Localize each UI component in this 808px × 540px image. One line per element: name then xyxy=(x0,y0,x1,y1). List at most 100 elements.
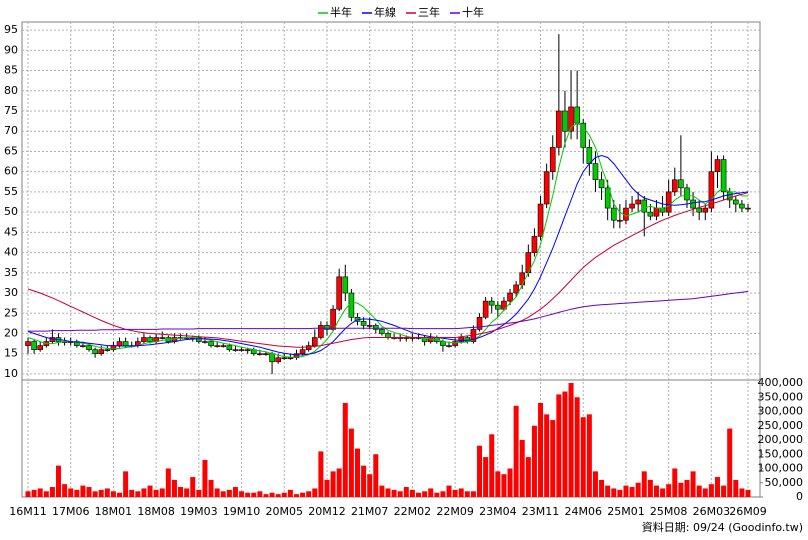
candle-body xyxy=(635,199,641,205)
y-tick-label: 40 xyxy=(4,246,18,259)
x-tick-label: 17M06 xyxy=(52,505,90,518)
candle-body xyxy=(592,163,599,181)
candle-body xyxy=(275,357,281,363)
volume-bar xyxy=(525,457,531,497)
candle-body xyxy=(641,199,648,213)
volume-bar xyxy=(544,414,550,497)
volume-bar xyxy=(153,489,159,497)
y-tick-label: 65 xyxy=(4,144,18,157)
volume-bar xyxy=(702,488,708,497)
volume-bar xyxy=(239,491,245,497)
x-tick-label: 23M04 xyxy=(479,505,517,518)
candle-body xyxy=(598,179,605,189)
candle-body xyxy=(299,349,306,355)
candle-body xyxy=(678,179,684,189)
volume-bar xyxy=(232,487,238,497)
volume-bar xyxy=(556,394,562,497)
candle-body xyxy=(202,341,208,343)
legend: 半年 年線 三年 十年 xyxy=(318,5,484,19)
volume-bar xyxy=(214,488,220,497)
candle-body xyxy=(196,337,202,342)
volume-bar xyxy=(37,488,43,497)
x-tick-label: 26M09 xyxy=(729,505,767,518)
y2-tick-label: 200,000 xyxy=(758,433,804,446)
candle-body xyxy=(586,147,593,164)
volume-bar xyxy=(629,487,635,497)
candle-body xyxy=(342,276,349,294)
volume-bar xyxy=(617,489,623,497)
volume-bar xyxy=(714,477,720,497)
volume-bar xyxy=(440,491,446,497)
y-tick-label: 30 xyxy=(4,286,18,299)
candle-body xyxy=(281,357,288,360)
y2-tick-label: 350,000 xyxy=(758,390,804,403)
volume-bar xyxy=(495,471,501,497)
legend-label: 年線 xyxy=(374,5,396,19)
y-tick-label: 70 xyxy=(4,124,18,137)
candle-body xyxy=(458,337,465,342)
volume-bar xyxy=(92,491,98,497)
candle-body xyxy=(452,341,458,346)
ma-line xyxy=(27,154,749,356)
volume-bar xyxy=(599,479,605,497)
volume-bar xyxy=(336,468,342,497)
volume-bar xyxy=(745,489,751,497)
volume-bar xyxy=(507,468,513,497)
volume-bar xyxy=(452,489,458,497)
y-tick-label: 45 xyxy=(4,225,18,238)
volume-bar xyxy=(708,484,714,497)
volume-bar xyxy=(202,459,208,497)
y-tick-label: 10 xyxy=(4,367,18,380)
volume-bar xyxy=(385,488,391,497)
y2-tick-label: 250,000 xyxy=(758,419,804,432)
x-tick-label: 20M05 xyxy=(266,505,304,518)
x-tick-label: 21M07 xyxy=(351,505,389,518)
x-tick-label: 22M02 xyxy=(394,505,432,518)
candle-body xyxy=(372,325,379,330)
candle-body xyxy=(482,300,489,318)
volume-bar xyxy=(727,428,733,497)
volume-bar xyxy=(367,474,373,497)
volume-bar xyxy=(245,492,251,497)
candle-body xyxy=(214,345,220,347)
candle-body xyxy=(318,325,324,338)
candle-body xyxy=(244,349,251,351)
candle-body xyxy=(531,236,538,253)
candle-body xyxy=(543,171,550,205)
candle-body xyxy=(556,110,562,148)
volume-bar xyxy=(592,471,598,497)
volume-bar xyxy=(178,487,184,497)
volume-bar xyxy=(422,491,428,497)
candle-body xyxy=(568,106,574,132)
x-tick-label: 23M11 xyxy=(522,505,560,518)
volume-bar xyxy=(318,451,324,497)
candle-body xyxy=(488,300,495,306)
volume-bar xyxy=(672,468,678,497)
volume-bar xyxy=(550,420,556,497)
volume-bar xyxy=(483,457,489,497)
candle-body xyxy=(574,106,580,124)
volume-bar xyxy=(300,492,306,497)
volume-bar xyxy=(684,479,690,497)
x-tick-label: 22M09 xyxy=(436,505,474,518)
candle-body xyxy=(684,187,690,201)
y-tick-label: 95 xyxy=(4,23,18,36)
candle-body xyxy=(476,316,483,330)
volume-bar xyxy=(74,489,80,497)
candle-body xyxy=(49,337,56,342)
volume-bar xyxy=(25,491,31,497)
candle-body xyxy=(104,349,111,351)
volume-bar xyxy=(56,465,62,497)
candle-body xyxy=(37,345,44,350)
volume-bar xyxy=(373,454,379,497)
candle-body xyxy=(745,207,751,210)
candle-body xyxy=(305,345,312,350)
candle-body xyxy=(220,345,227,347)
volume-bar xyxy=(666,484,672,497)
volume-bar xyxy=(165,468,171,497)
ma-line xyxy=(27,192,749,348)
x-tick-label: 19M10 xyxy=(223,505,261,518)
candle-body xyxy=(671,179,678,193)
y-tick-label: 25 xyxy=(4,306,18,319)
candle-body xyxy=(513,284,519,294)
